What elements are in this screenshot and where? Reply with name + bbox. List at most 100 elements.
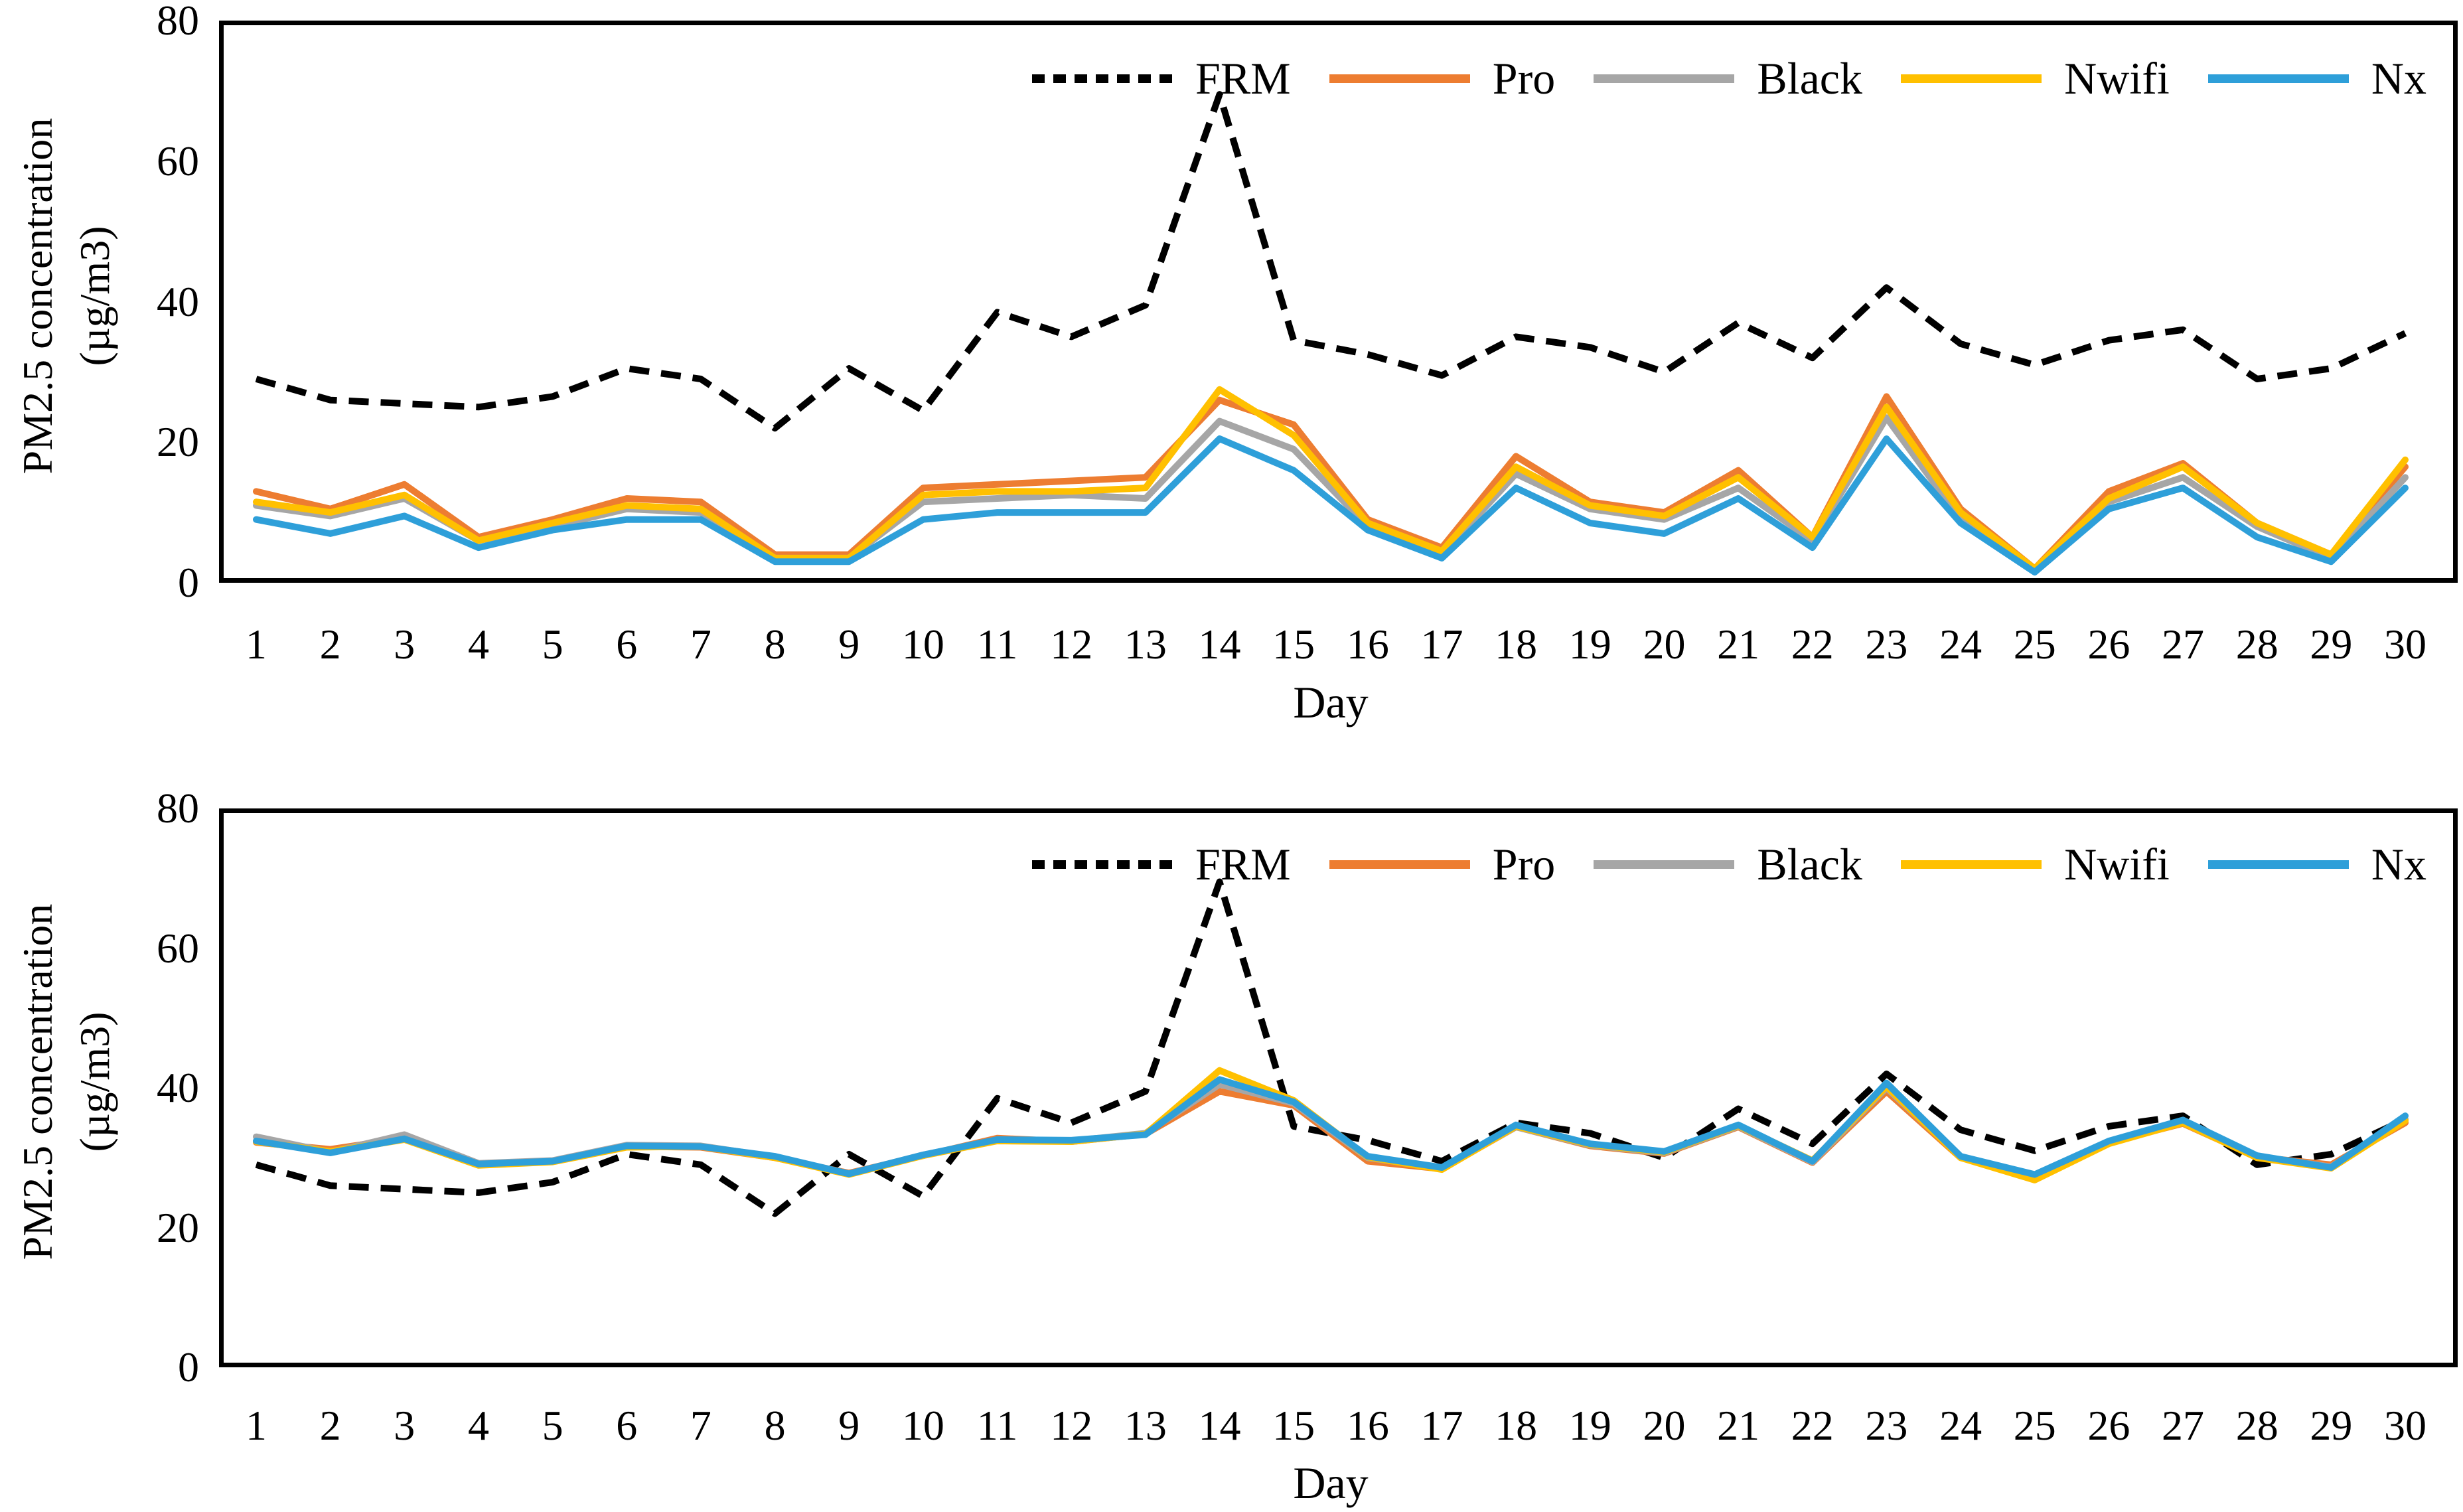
x-tick-label: 12 bbox=[1050, 621, 1093, 668]
x-tick-label: 24 bbox=[1939, 1402, 1982, 1449]
legend-line-swatch-frm bbox=[1032, 860, 1173, 869]
x-tick-label: 28 bbox=[2235, 1402, 2278, 1449]
legend-label: FRM bbox=[1195, 839, 1291, 889]
x-tick-label: 29 bbox=[2310, 621, 2353, 668]
legend-label: FRM bbox=[1195, 53, 1291, 104]
x-tick-label: 7 bbox=[690, 621, 711, 668]
legend-label: Pro bbox=[1492, 53, 1556, 104]
x-tick-label: 20 bbox=[1643, 1402, 1686, 1449]
x-tick-label: 17 bbox=[1420, 621, 1463, 668]
x-tick-label: 11 bbox=[976, 621, 1018, 668]
legend-item-nx: Nx bbox=[2207, 839, 2426, 889]
x-tick-label: 5 bbox=[542, 621, 563, 668]
y-tick-label: 60 bbox=[157, 137, 199, 185]
x-tick-label: 18 bbox=[1495, 621, 1538, 668]
x-tick-label: 12 bbox=[1050, 1402, 1093, 1449]
legend-label: Nwifi bbox=[2064, 53, 2170, 104]
legend-label: Black bbox=[1757, 839, 1862, 889]
legend-item-nx: Nx bbox=[2207, 53, 2426, 104]
legend-label: Nwifi bbox=[2064, 839, 2170, 889]
legend-item-frm: FRM bbox=[1032, 839, 1291, 889]
x-tick-label: 13 bbox=[1124, 621, 1167, 668]
x-tick-label: 10 bbox=[901, 1402, 944, 1449]
legend-line-swatch-nx bbox=[2207, 74, 2349, 83]
x-tick-label: 15 bbox=[1272, 621, 1315, 668]
legend-label: Pro bbox=[1492, 839, 1556, 889]
x-tick-label: 7 bbox=[690, 1402, 711, 1449]
plot-area bbox=[219, 808, 2458, 1367]
legend-item-black: Black bbox=[1594, 839, 1862, 889]
x-tick-label: 25 bbox=[2013, 621, 2056, 668]
legend-line-swatch-nwifi bbox=[1901, 860, 2042, 869]
legend-item-pro: Pro bbox=[1329, 839, 1555, 889]
y-tick-label: 60 bbox=[157, 924, 199, 972]
legend-line-swatch-black bbox=[1594, 860, 1735, 869]
x-tick-label: 2 bbox=[319, 621, 341, 668]
x-tick-label: 11 bbox=[976, 1402, 1018, 1449]
legend-item-black: Black bbox=[1594, 53, 1862, 104]
legend-line-swatch-black bbox=[1594, 74, 1735, 83]
x-tick-label: 19 bbox=[1568, 621, 1611, 668]
x-tick-label: 5 bbox=[542, 1402, 563, 1449]
x-tick-label: 27 bbox=[2162, 621, 2205, 668]
x-tick-label: 2 bbox=[319, 1402, 341, 1449]
x-tick-label: 3 bbox=[394, 621, 415, 668]
x-tick-label: 14 bbox=[1198, 1402, 1241, 1449]
x-tick-label: 22 bbox=[1791, 621, 1834, 668]
x-tick-label: 30 bbox=[2384, 621, 2426, 668]
y-tick-label: 80 bbox=[157, 785, 199, 832]
series-line-nwifi bbox=[253, 386, 2409, 572]
legend: FRM Pro Black Nwifi Nx bbox=[1032, 838, 2426, 891]
x-tick-label: 26 bbox=[2087, 1402, 2130, 1449]
x-tick-label: 24 bbox=[1939, 621, 1982, 668]
plot-border bbox=[219, 21, 2458, 583]
series-line-black bbox=[253, 414, 2409, 573]
legend-line-swatch-nx bbox=[2207, 860, 2349, 869]
series-line-nx bbox=[253, 435, 2409, 576]
plot-area bbox=[219, 21, 2458, 583]
y-tick-label: 20 bbox=[157, 1203, 199, 1251]
legend-item-pro: Pro bbox=[1329, 53, 1555, 104]
x-tick-label: 19 bbox=[1568, 1402, 1611, 1449]
x-tick-label: 17 bbox=[1420, 1402, 1463, 1449]
y-tick-label: 40 bbox=[157, 277, 199, 325]
x-tick-label: 14 bbox=[1198, 621, 1241, 668]
x-tick-label: 20 bbox=[1643, 621, 1686, 668]
x-tick-label: 10 bbox=[901, 621, 944, 668]
x-tick-label: 27 bbox=[2162, 1402, 2205, 1449]
x-tick-label: 4 bbox=[467, 1402, 489, 1449]
series-line-frm bbox=[255, 878, 2407, 1217]
legend-item-nwifi: Nwifi bbox=[1901, 839, 2170, 889]
series-line-frm bbox=[255, 91, 2407, 432]
x-tick-label: 13 bbox=[1124, 1402, 1167, 1449]
plot-border bbox=[219, 808, 2458, 1367]
legend-line-swatch-nwifi bbox=[1901, 74, 2042, 83]
y-tick-label: 0 bbox=[178, 559, 199, 606]
legend-line-swatch-pro bbox=[1329, 860, 1470, 869]
legend-label: Black bbox=[1757, 53, 1862, 104]
x-tick-label: 26 bbox=[2087, 621, 2130, 668]
x-tick-label: 23 bbox=[1865, 621, 1908, 668]
x-tick-label: 9 bbox=[838, 1402, 860, 1449]
x-tick-label: 4 bbox=[467, 621, 489, 668]
legend-line-swatch-pro bbox=[1329, 74, 1470, 83]
x-tick-label: 29 bbox=[2310, 1402, 2353, 1449]
legend-label: Nx bbox=[2371, 839, 2426, 889]
y-tick-label: 0 bbox=[178, 1343, 199, 1391]
x-tick-label: 8 bbox=[764, 621, 786, 668]
x-axis-title: Day bbox=[1293, 1458, 1369, 1508]
y-tick-label: 20 bbox=[157, 418, 199, 466]
x-tick-label: 6 bbox=[616, 621, 638, 668]
x-axis-title: Day bbox=[1293, 677, 1369, 727]
x-tick-label: 6 bbox=[616, 1402, 638, 1449]
x-tick-label: 23 bbox=[1865, 1402, 1908, 1449]
x-tick-label: 1 bbox=[246, 621, 267, 668]
legend: FRM Pro Black Nwifi Nx bbox=[1032, 52, 2426, 105]
series-line-nx bbox=[253, 1076, 2409, 1178]
x-tick-label: 22 bbox=[1791, 1402, 1834, 1449]
x-tick-label: 28 bbox=[2235, 621, 2278, 668]
x-tick-label: 25 bbox=[2013, 1402, 2056, 1449]
x-tick-label: 18 bbox=[1495, 1402, 1538, 1449]
x-tick-label: 1 bbox=[246, 1402, 267, 1449]
